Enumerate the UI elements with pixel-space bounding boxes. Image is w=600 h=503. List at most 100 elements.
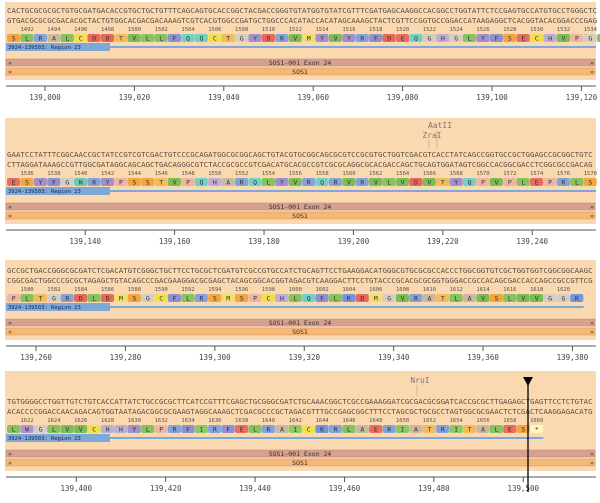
- amino-acid-D[interactable]: [382, 34, 396, 42]
- amino-acid-L[interactable]: [489, 425, 503, 433]
- amino-acid-Y[interactable]: [315, 34, 329, 42]
- amino-acid-D[interactable]: [409, 178, 423, 186]
- amino-acid-Y[interactable]: [275, 178, 289, 186]
- amino-acid-Q[interactable]: [462, 178, 477, 186]
- amino-acid-S[interactable]: [127, 178, 141, 186]
- amino-acid-Q[interactable]: [181, 34, 195, 42]
- amino-acid-S[interactable]: [141, 178, 155, 186]
- amino-acid-Q[interactable]: [302, 294, 316, 302]
- restriction-site-zrai[interactable]: ZraI: [422, 131, 441, 140]
- amino-acid-*[interactable]: [529, 425, 544, 433]
- cursor-handle-icon[interactable]: [523, 377, 533, 386]
- region-line[interactable]: [6, 437, 544, 439]
- amino-acid-V[interactable]: [529, 294, 544, 302]
- amino-acid-V[interactable]: [167, 178, 182, 186]
- amino-acid-R[interactable]: [556, 178, 570, 186]
- amino-acid-F[interactable]: [221, 425, 235, 433]
- amino-acid-L[interactable]: [516, 178, 530, 186]
- amino-acid-S[interactable]: [234, 294, 249, 302]
- amino-acid-G[interactable]: [422, 34, 436, 42]
- amino-acid-V[interactable]: [489, 178, 503, 186]
- amino-acid-Q[interactable]: [409, 34, 423, 42]
- region-feature[interactable]: [6, 303, 110, 311]
- amino-acid-V[interactable]: [342, 178, 356, 186]
- amino-acid-C[interactable]: [208, 34, 222, 42]
- amino-acid-H[interactable]: [100, 425, 114, 433]
- amino-acid-L[interactable]: [20, 34, 34, 42]
- amino-acid-R[interactable]: [194, 294, 208, 302]
- amino-acid-A[interactable]: [221, 178, 235, 186]
- amino-acid-L[interactable]: [597, 34, 600, 42]
- amino-acid-S[interactable]: [7, 34, 21, 42]
- gene-bar[interactable]: [5, 67, 596, 76]
- amino-acid-Y[interactable]: [127, 425, 141, 433]
- amino-acid-A[interactable]: [422, 294, 436, 302]
- amino-acid-C[interactable]: [261, 294, 275, 302]
- amino-acid-T[interactable]: [462, 425, 477, 433]
- amino-acid-P[interactable]: [114, 178, 128, 186]
- top-strand-sequence[interactable]: GAATCCTATTTCGGCAACCGCTATCCGTCGTCGACTGTCC…: [7, 151, 593, 159]
- amino-acid-V[interactable]: [516, 294, 530, 302]
- exon-bar[interactable]: [5, 202, 596, 211]
- amino-acid-G[interactable]: [33, 425, 47, 433]
- amino-acid-C[interactable]: [154, 294, 168, 302]
- amino-acid-L[interactable]: [87, 294, 101, 302]
- amino-acid-E[interactable]: [503, 425, 517, 433]
- amino-acid-I[interactable]: [194, 425, 208, 433]
- amino-acid-L[interactable]: [154, 34, 168, 42]
- amino-acid-Y[interactable]: [33, 178, 47, 186]
- amino-acid-S[interactable]: [20, 178, 34, 186]
- amino-acid-S[interactable]: [503, 34, 517, 42]
- amino-acid-D[interactable]: [100, 34, 114, 42]
- amino-acid-F[interactable]: [47, 178, 61, 186]
- amino-acid-E[interactable]: [529, 178, 544, 186]
- restriction-site-aatii[interactable]: AatII: [428, 121, 452, 130]
- gene-bar[interactable]: [5, 458, 596, 467]
- amino-acid-Q[interactable]: [315, 178, 329, 186]
- amino-acid-E[interactable]: [369, 425, 383, 433]
- amino-acid-R[interactable]: [275, 34, 289, 42]
- top-strand-sequence[interactable]: TGTGGGGCCTGGTTGTCTGTCACCATTATCTGCCGCGCTT…: [7, 398, 593, 406]
- amino-acid-L[interactable]: [20, 294, 34, 302]
- amino-acid-S[interactable]: [127, 294, 141, 302]
- amino-acid-P[interactable]: [181, 178, 195, 186]
- amino-acid-R[interactable]: [355, 178, 369, 186]
- amino-acid-A[interactable]: [409, 425, 423, 433]
- amino-acid-Y[interactable]: [342, 34, 356, 42]
- amino-acid-F[interactable]: [167, 34, 182, 42]
- amino-acid-Q[interactable]: [194, 178, 208, 186]
- amino-acid-K[interactable]: [570, 294, 584, 302]
- amino-acid-M[interactable]: [302, 34, 316, 42]
- amino-acid-H[interactable]: [114, 425, 128, 433]
- amino-acid-R[interactable]: [355, 34, 369, 42]
- amino-acid-R[interactable]: [87, 178, 101, 186]
- amino-acid-P[interactable]: [154, 425, 168, 433]
- amino-acid-G[interactable]: [47, 294, 61, 302]
- amino-acid-G[interactable]: [583, 34, 597, 42]
- amino-acid-L[interactable]: [181, 294, 195, 302]
- amino-acid-A[interactable]: [47, 34, 61, 42]
- bottom-strand-sequence[interactable]: CGGCGACTGGCCCGCGCTAGAGCTGTACAGCCCGACGAAG…: [7, 277, 593, 285]
- region-line[interactable]: [6, 190, 596, 192]
- amino-acid-M[interactable]: [369, 294, 383, 302]
- amino-acid-R[interactable]: [409, 294, 423, 302]
- amino-acid-T[interactable]: [436, 294, 450, 302]
- amino-acid-W[interactable]: [20, 425, 34, 433]
- amino-acid-P[interactable]: [7, 294, 21, 302]
- amino-acid-L[interactable]: [570, 178, 584, 186]
- amino-acid-E[interactable]: [7, 178, 21, 186]
- amino-acid-N[interactable]: [74, 178, 88, 186]
- amino-acid-V[interactable]: [288, 178, 302, 186]
- amino-acid-V[interactable]: [556, 34, 570, 42]
- amino-acid-P[interactable]: [570, 34, 584, 42]
- amino-acid-F[interactable]: [181, 425, 195, 433]
- amino-acid-E[interactable]: [395, 34, 409, 42]
- amino-acid-E[interactable]: [516, 34, 530, 42]
- amino-acid-C[interactable]: [529, 34, 544, 42]
- region-line[interactable]: [6, 46, 596, 48]
- amino-acid-S[interactable]: [489, 294, 503, 302]
- bottom-strand-sequence[interactable]: GTGACGCGCGCGACACGCTACTGTGGCACGACGACAAAGT…: [7, 17, 597, 25]
- gene-bar[interactable]: [5, 211, 596, 220]
- amino-acid-C[interactable]: [87, 425, 101, 433]
